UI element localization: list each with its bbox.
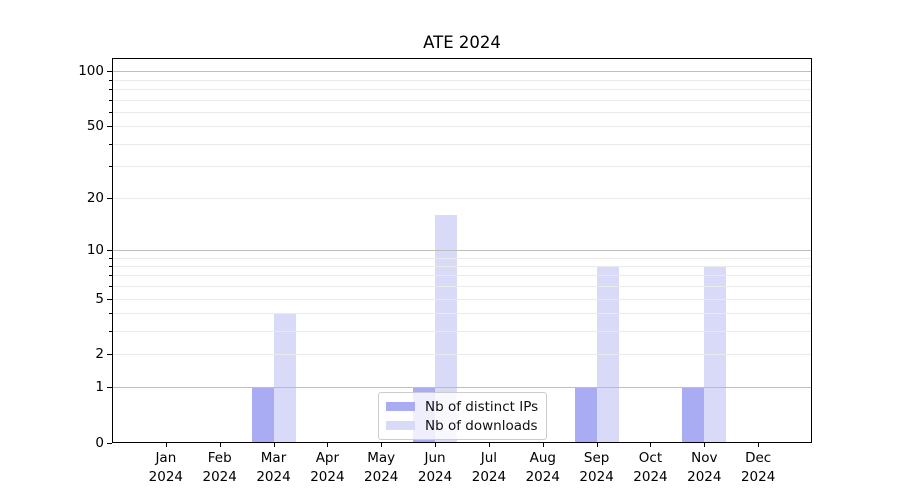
y-gridline-minor	[112, 126, 812, 128]
y-gridline-minor	[112, 286, 812, 288]
y-gridline-minor	[112, 88, 812, 90]
y-tick-label: 0	[95, 435, 104, 451]
bar-downloads	[273, 313, 296, 443]
x-tick-label: Feb 2024	[202, 450, 237, 485]
y-gridline-major	[112, 387, 812, 389]
y-tick-label: 1	[95, 379, 104, 396]
legend-item-distinct-ips: Nb of distinct IPs	[386, 397, 538, 416]
y-gridline-major	[112, 71, 812, 73]
x-tick-mark	[650, 443, 652, 447]
x-tick-mark	[327, 443, 329, 447]
y-minor-tick-mark	[109, 143, 112, 145]
y-minor-tick-mark	[109, 111, 112, 113]
bar-distinct-ips	[682, 387, 705, 443]
y-gridline-minor	[112, 265, 812, 267]
y-gridline-minor	[112, 275, 812, 277]
y-tick-label: 2	[95, 346, 104, 363]
x-tick-mark	[596, 443, 598, 447]
x-tick-mark	[381, 443, 383, 447]
x-tick-label: May 2024	[364, 450, 399, 485]
legend: Nb of distinct IPs Nb of downloads	[378, 392, 548, 440]
x-tick-mark	[488, 443, 490, 447]
y-minor-tick-mark	[109, 79, 112, 81]
y-tick-mark	[107, 126, 112, 128]
bar-downloads	[435, 214, 458, 443]
y-gridline-minor	[112, 331, 812, 333]
y-minor-tick-mark	[109, 88, 112, 90]
y-gridline-minor	[112, 354, 812, 356]
x-tick-mark	[219, 443, 221, 447]
x-tick-label: Jun 2024	[417, 450, 453, 485]
y-tick-mark	[107, 249, 112, 251]
legend-swatch-distinct-ips	[386, 402, 415, 411]
x-tick-mark	[435, 443, 437, 447]
bar-distinct-ips	[574, 387, 597, 443]
x-tick-label: Nov 2024	[687, 450, 722, 485]
y-gridline-minor	[112, 111, 812, 113]
y-tick-mark	[107, 387, 112, 389]
legend-label-distinct-ips: Nb of distinct IPs	[425, 398, 539, 415]
y-tick-mark	[107, 71, 112, 73]
legend-label-downloads: Nb of downloads	[425, 417, 538, 434]
y-tick-mark	[107, 197, 112, 199]
bar-distinct-ips	[251, 387, 274, 443]
y-tick-label: 5	[95, 290, 104, 307]
y-minor-tick-mark	[109, 275, 112, 277]
x-tick-label: Aug 2024	[525, 450, 560, 485]
y-gridline-minor	[112, 143, 812, 145]
x-tick-mark	[273, 443, 275, 447]
x-tick-label: Mar 2024	[256, 450, 291, 485]
y-minor-tick-mark	[109, 286, 112, 288]
y-tick-mark	[107, 443, 112, 444]
y-tick-label: 50	[86, 118, 104, 135]
chart-title: ATE 2024	[423, 33, 501, 52]
y-minor-tick-mark	[109, 313, 112, 315]
x-tick-mark	[758, 443, 760, 447]
y-gridline-minor	[112, 79, 812, 81]
y-gridline-minor	[112, 197, 812, 199]
x-tick-mark	[542, 443, 544, 447]
y-tick-mark	[107, 354, 112, 356]
x-tick-mark	[704, 443, 706, 447]
legend-item-downloads: Nb of downloads	[386, 416, 538, 435]
y-tick-label: 10	[86, 241, 104, 258]
x-tick-mark	[165, 443, 167, 447]
x-tick-label: Sep 2024	[579, 450, 614, 485]
y-minor-tick-mark	[109, 257, 112, 259]
y-minor-tick-mark	[109, 331, 112, 333]
legend-swatch-downloads	[386, 421, 415, 430]
x-tick-label: Dec 2024	[740, 450, 776, 485]
x-tick-label: Jul 2024	[471, 450, 507, 485]
y-tick-label: 100	[78, 63, 104, 80]
x-tick-label: Jan 2024	[148, 450, 184, 485]
x-tick-label: Apr 2024	[310, 450, 345, 485]
y-minor-tick-mark	[109, 166, 112, 168]
y-minor-tick-mark	[109, 265, 112, 267]
y-gridline-minor	[112, 257, 812, 259]
y-tick-mark	[107, 298, 112, 300]
y-minor-tick-mark	[109, 99, 112, 101]
y-gridline-minor	[112, 99, 812, 101]
y-gridline-minor	[112, 166, 812, 168]
y-gridline-minor	[112, 298, 812, 300]
x-tick-label: Oct 2024	[633, 450, 668, 485]
y-tick-label: 20	[86, 189, 104, 206]
y-gridline-minor	[112, 313, 812, 315]
y-gridline-major	[112, 249, 812, 251]
